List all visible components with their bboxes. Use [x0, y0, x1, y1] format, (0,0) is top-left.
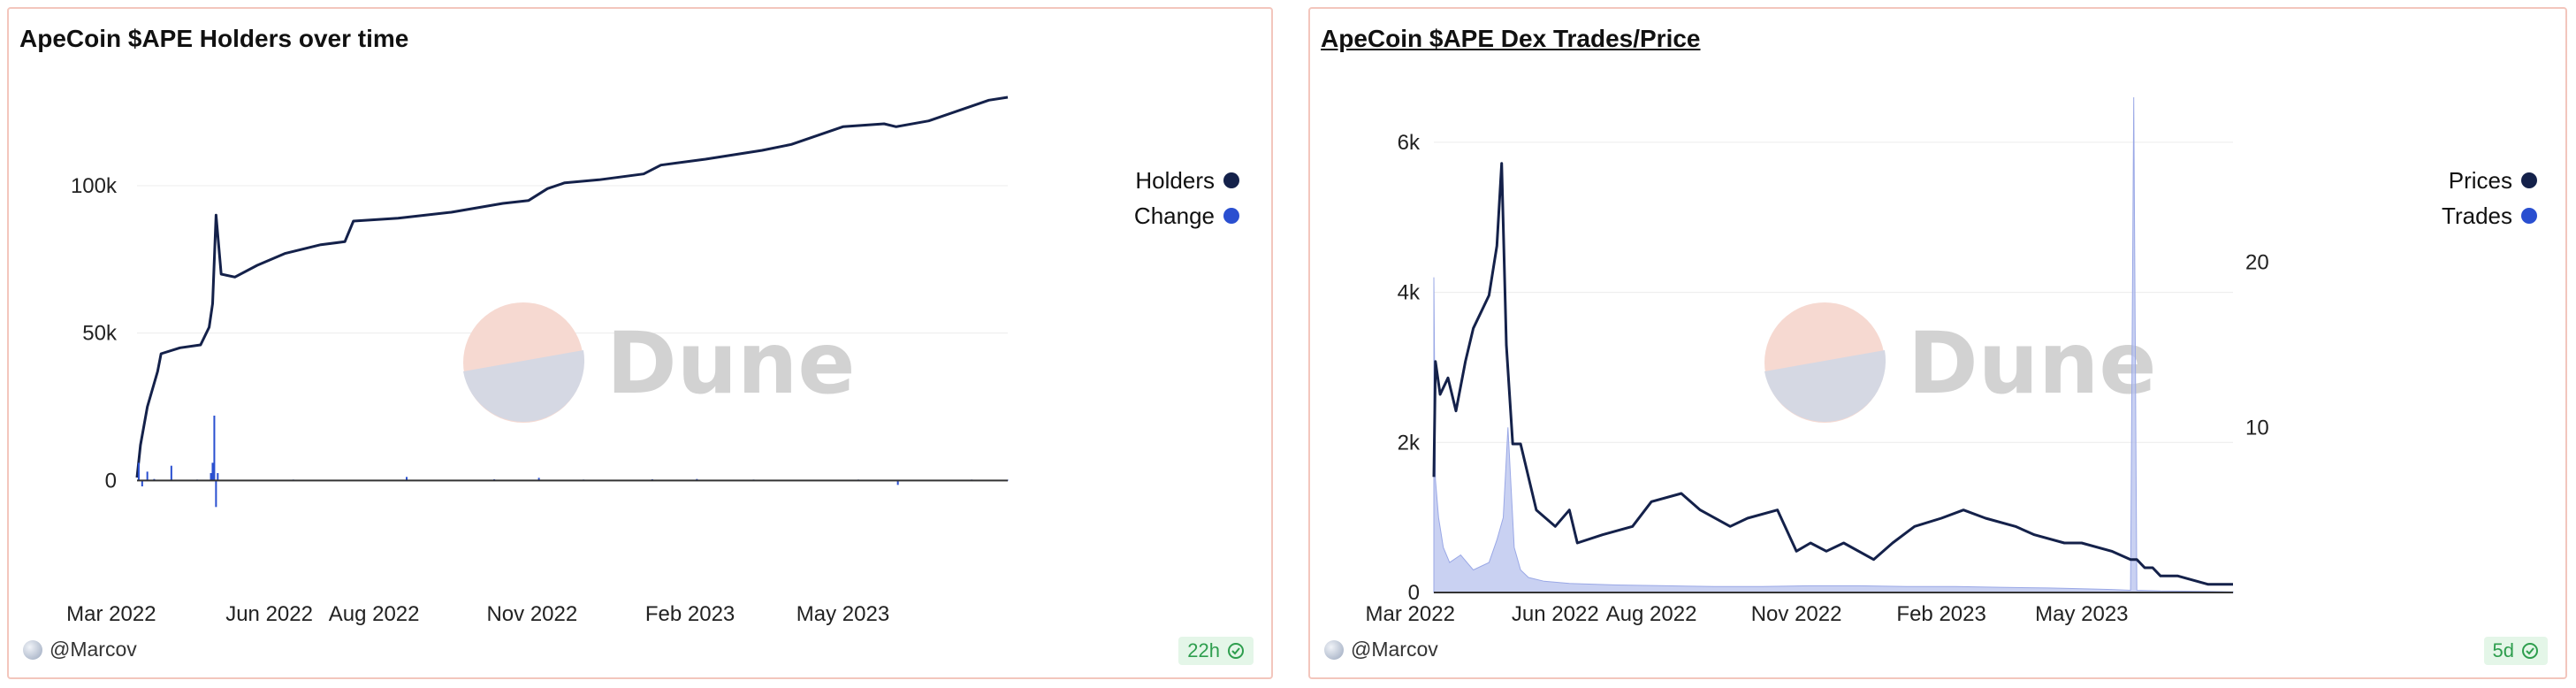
x-tick-label: Aug 2022: [329, 602, 420, 626]
prices-line: [1432, 162, 2233, 586]
holders-line: [135, 96, 1009, 478]
y-left-tick-label: 2k: [1398, 431, 1421, 455]
x-tick-label: Mar 2022: [1366, 602, 1455, 626]
author-name: @Marcov: [50, 638, 137, 661]
watermark-logo-shade: [1764, 350, 1886, 423]
legend-label: Prices: [2448, 166, 2512, 194]
y-tick-label: 100k: [71, 174, 118, 198]
avatar: [1324, 639, 1344, 660]
avatar: [23, 639, 42, 660]
author-name: @Marcov: [1351, 638, 1438, 661]
trades-price-chart: Dune 0 2k 4k 6k 10 20 Mar 2022 Jun 2022 Aug 2022…: [1366, 96, 2269, 626]
x-tick-label: Mar 2022: [66, 602, 156, 626]
author-link[interactable]: @Marcov: [1324, 638, 1438, 661]
legend-label: Change: [1133, 202, 1215, 229]
x-tick-label: Jun 2022: [225, 602, 313, 626]
legend-label: Holders: [1135, 166, 1215, 194]
panel-title-link[interactable]: ApeCoin $APE Dex Trades/Price: [1321, 25, 1701, 52]
check-circle-icon: [2522, 643, 2538, 659]
y-right-tick-label: 20: [2245, 251, 2269, 275]
y-right-tick-label: 10: [2245, 416, 2269, 440]
legend-item-trades[interactable]: Trades: [2442, 198, 2537, 233]
refresh-age: 22h: [1187, 639, 1220, 661]
watermark-text: Dune: [1908, 314, 2156, 413]
refresh-age: 5d: [2492, 639, 2514, 661]
chart-legend: Holders Change: [1134, 163, 1239, 233]
trades-area: [1433, 96, 2234, 593]
check-circle-icon: [1228, 643, 1244, 659]
author-link[interactable]: @Marcov: [23, 638, 137, 661]
legend-item-prices[interactable]: Prices: [2442, 163, 2537, 198]
x-tick-label: Nov 2022: [486, 602, 577, 626]
legend-dot-icon: [1223, 208, 1239, 224]
watermark-text: Dune: [606, 314, 855, 413]
x-tick-label: Nov 2022: [1751, 602, 1842, 626]
trades-price-chart-panel: ApeCoin $APE Dex Trades/Price Dune 0 2k 4k…: [1308, 7, 2567, 679]
watermark-logo-shade: [463, 350, 585, 423]
x-tick-label: Feb 2023: [645, 602, 735, 626]
chart-legend: Prices Trades: [2442, 163, 2537, 233]
x-tick-label: Jun 2022: [1512, 602, 1599, 626]
legend-dot-icon: [1223, 172, 1239, 188]
holders-chart-panel: ApeCoin $APE Holders over time Dune 0 50k…: [7, 7, 1273, 679]
x-tick-label: May 2023: [2035, 602, 2128, 626]
x-tick-label: Aug 2022: [1606, 602, 1697, 626]
legend-item-holders[interactable]: Holders: [1134, 163, 1239, 198]
holders-chart: Dune 0 50k 100k Mar 2022 Jun 2022 Aug 2022 Nov…: [66, 96, 1009, 626]
legend-dot-icon: [2521, 172, 2537, 188]
x-tick-label: Feb 2023: [1896, 602, 1985, 626]
y-left-tick-label: 4k: [1398, 281, 1421, 305]
y-left-tick-label: 6k: [1398, 131, 1421, 155]
y-tick-label: 50k: [82, 322, 118, 346]
refresh-badge[interactable]: 22h: [1178, 637, 1254, 665]
x-tick-label: May 2023: [796, 602, 889, 626]
y-left-tick-label: 0: [1408, 581, 1420, 605]
panel-title: ApeCoin $APE Holders over time: [19, 25, 409, 52]
legend-item-change[interactable]: Change: [1134, 198, 1239, 233]
legend-label: Trades: [2442, 202, 2512, 229]
y-tick-label: 0: [105, 469, 117, 493]
legend-dot-icon: [2521, 208, 2537, 224]
refresh-badge[interactable]: 5d: [2483, 637, 2548, 665]
